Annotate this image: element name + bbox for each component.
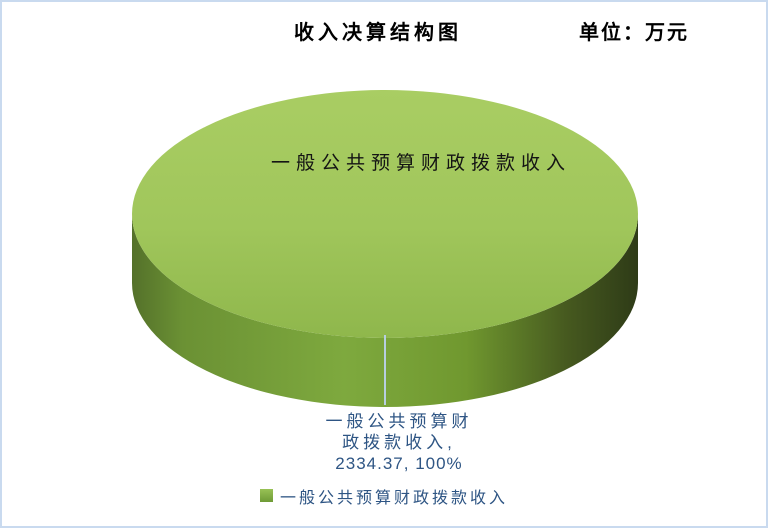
unit-label: 单位：万元 xyxy=(579,22,689,44)
data-label-line1: 一般公共预算财 xyxy=(325,412,473,431)
legend-swatch xyxy=(260,489,273,502)
pie-side-wall xyxy=(132,214,638,407)
legend-label: 一般公共预算财政拨款收入 xyxy=(280,490,509,507)
pie-slice-top xyxy=(132,90,638,338)
chart-title: 收入决算结构图 xyxy=(294,22,462,44)
data-label-value: 2334.37, 100% xyxy=(335,454,463,473)
pie-slice-label: 一般公共预算财政拨款收入 xyxy=(270,153,571,174)
data-label: 一般公共预算财 政拨款收入, 2334.37, 100% xyxy=(299,411,499,474)
data-label-line2: 政拨款收入, xyxy=(342,433,456,452)
